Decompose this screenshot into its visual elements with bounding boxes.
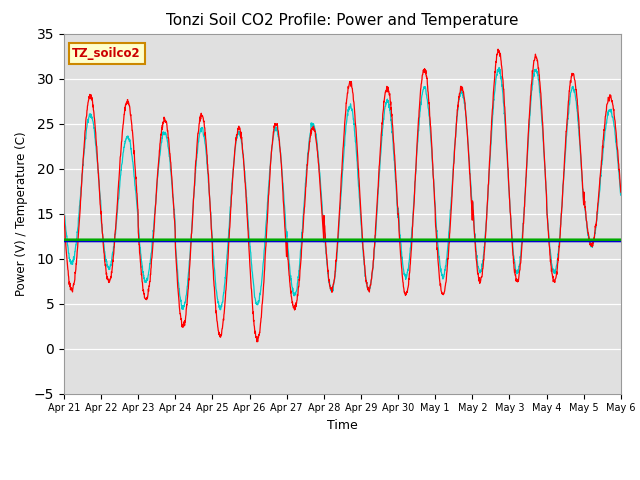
Text: TZ_soilco2: TZ_soilco2 bbox=[72, 47, 141, 60]
Y-axis label: Power (V) / Temperature (C): Power (V) / Temperature (C) bbox=[15, 132, 28, 296]
X-axis label: Time: Time bbox=[327, 419, 358, 432]
Title: Tonzi Soil CO2 Profile: Power and Temperature: Tonzi Soil CO2 Profile: Power and Temper… bbox=[166, 13, 518, 28]
Legend: CR23X Temperature, CR23X Voltage, CR10X Voltage, CR10X Temperature: CR23X Temperature, CR23X Voltage, CR10X … bbox=[64, 477, 621, 480]
